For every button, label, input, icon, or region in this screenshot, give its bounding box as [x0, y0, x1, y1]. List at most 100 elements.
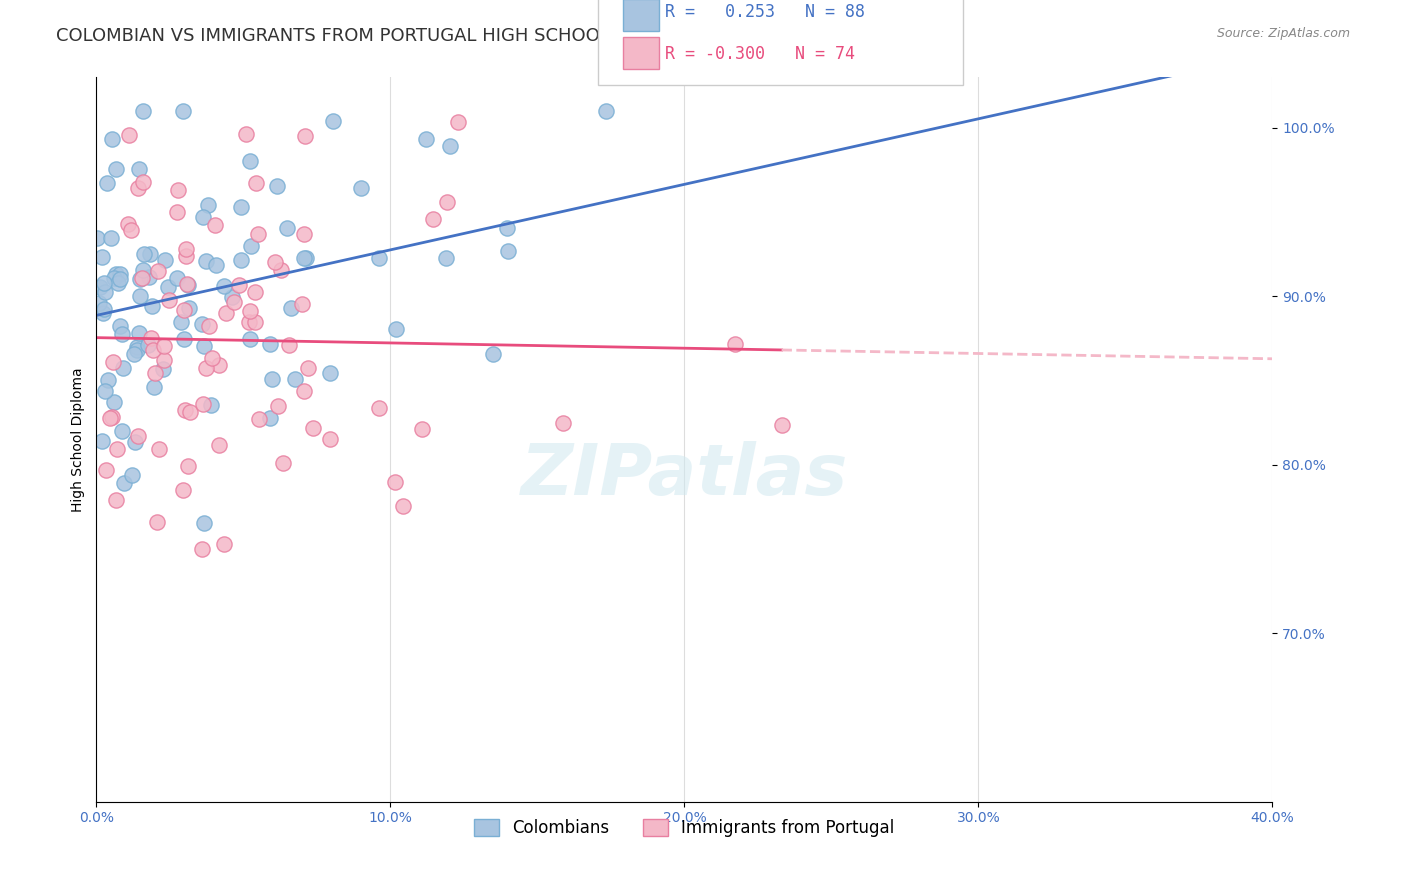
Immigrants from Portugal — [191, 397, 214, 411]
Colombians — [240, 239, 263, 253]
Colombians — [132, 247, 155, 261]
Immigrants from Portugal — [318, 433, 340, 447]
Immigrants from Portugal — [436, 195, 458, 210]
Colombians — [112, 476, 135, 491]
Immigrants from Portugal — [139, 331, 162, 345]
Immigrants from Portugal — [291, 297, 314, 311]
Immigrants from Portugal — [143, 366, 166, 380]
Colombians — [124, 434, 146, 449]
Colombians — [128, 326, 150, 340]
Immigrants from Portugal — [724, 337, 747, 351]
Immigrants from Portugal — [127, 181, 149, 195]
Colombians — [136, 338, 159, 352]
Colombians — [108, 267, 131, 281]
Colombians — [121, 468, 143, 483]
Colombians — [191, 317, 214, 331]
Immigrants from Portugal — [166, 205, 188, 219]
Text: COLOMBIAN VS IMMIGRANTS FROM PORTUGAL HIGH SCHOOL DIPLOMA CORRELATION CHART: COLOMBIAN VS IMMIGRANTS FROM PORTUGAL HI… — [56, 27, 897, 45]
Colombians — [152, 362, 174, 376]
Immigrants from Portugal — [153, 352, 176, 367]
Immigrants from Portugal — [264, 254, 287, 268]
Colombians — [125, 343, 148, 357]
Colombians — [280, 301, 302, 315]
Colombians — [284, 372, 307, 386]
Colombians — [221, 290, 243, 304]
Colombians — [141, 299, 163, 313]
Colombians — [128, 162, 150, 177]
Immigrants from Portugal — [222, 294, 245, 309]
Colombians — [200, 398, 222, 412]
Colombians — [131, 104, 153, 119]
Immigrants from Portugal — [105, 442, 128, 456]
Immigrants from Portugal — [770, 418, 793, 433]
Text: Source: ZipAtlas.com: Source: ZipAtlas.com — [1216, 27, 1350, 40]
Immigrants from Portugal — [167, 183, 190, 197]
Immigrants from Portugal — [302, 421, 325, 435]
Immigrants from Portugal — [176, 277, 198, 291]
Colombians — [197, 198, 219, 212]
Colombians — [292, 252, 315, 266]
Colombians — [195, 254, 218, 268]
Immigrants from Portugal — [148, 442, 170, 456]
Text: R =   0.253   N = 88: R = 0.253 N = 88 — [665, 3, 865, 21]
Immigrants from Portugal — [174, 242, 197, 256]
Immigrants from Portugal — [246, 227, 269, 241]
Immigrants from Portugal — [132, 175, 155, 189]
Immigrants from Portugal — [243, 315, 266, 329]
Immigrants from Portugal — [228, 277, 250, 292]
Colombians — [156, 280, 179, 294]
Text: R = -0.300   N = 74: R = -0.300 N = 74 — [665, 45, 855, 62]
Colombians — [276, 221, 298, 235]
Immigrants from Portugal — [422, 212, 444, 227]
Immigrants from Portugal — [245, 176, 267, 190]
Immigrants from Portugal — [146, 264, 169, 278]
Immigrants from Portugal — [195, 361, 218, 376]
Colombians — [143, 380, 166, 394]
Immigrants from Portugal — [191, 542, 214, 557]
Colombians — [166, 271, 188, 285]
Immigrants from Portugal — [391, 499, 413, 513]
Colombians — [107, 276, 129, 290]
Immigrants from Portugal — [101, 354, 124, 368]
Colombians — [94, 384, 117, 399]
Immigrants from Portugal — [551, 417, 574, 431]
Colombians — [111, 327, 134, 342]
Colombians — [439, 139, 461, 153]
Colombians — [385, 322, 408, 336]
Colombians — [595, 104, 617, 119]
Colombians — [93, 305, 115, 319]
Colombians — [193, 516, 215, 530]
Colombians — [89, 280, 111, 294]
Immigrants from Portugal — [146, 515, 169, 529]
Colombians — [193, 339, 215, 353]
Immigrants from Portugal — [292, 384, 315, 398]
Colombians — [498, 244, 520, 258]
Immigrants from Portugal — [101, 410, 124, 425]
Colombians — [122, 347, 145, 361]
Colombians — [204, 258, 226, 272]
Immigrants from Portugal — [105, 492, 128, 507]
Colombians — [111, 361, 134, 376]
Colombians — [103, 395, 125, 409]
Colombians — [139, 246, 162, 260]
Colombians — [91, 434, 114, 448]
Colombians — [367, 251, 389, 265]
Immigrants from Portugal — [384, 475, 406, 489]
Colombians — [138, 269, 160, 284]
Colombians — [496, 220, 519, 235]
Immigrants from Portugal — [120, 222, 142, 236]
Colombians — [97, 373, 120, 387]
Colombians — [415, 132, 437, 146]
Colombians — [322, 114, 344, 128]
Immigrants from Portugal — [172, 483, 194, 497]
Colombians — [350, 181, 373, 195]
Immigrants from Portugal — [208, 438, 231, 452]
Immigrants from Portugal — [247, 411, 270, 425]
Immigrants from Portugal — [238, 315, 260, 329]
Legend: Colombians, Immigrants from Portugal: Colombians, Immigrants from Portugal — [468, 813, 901, 844]
Colombians — [105, 267, 128, 281]
Colombians — [93, 301, 115, 316]
Colombians — [86, 231, 108, 245]
Immigrants from Portugal — [177, 459, 200, 474]
Colombians — [93, 276, 115, 290]
